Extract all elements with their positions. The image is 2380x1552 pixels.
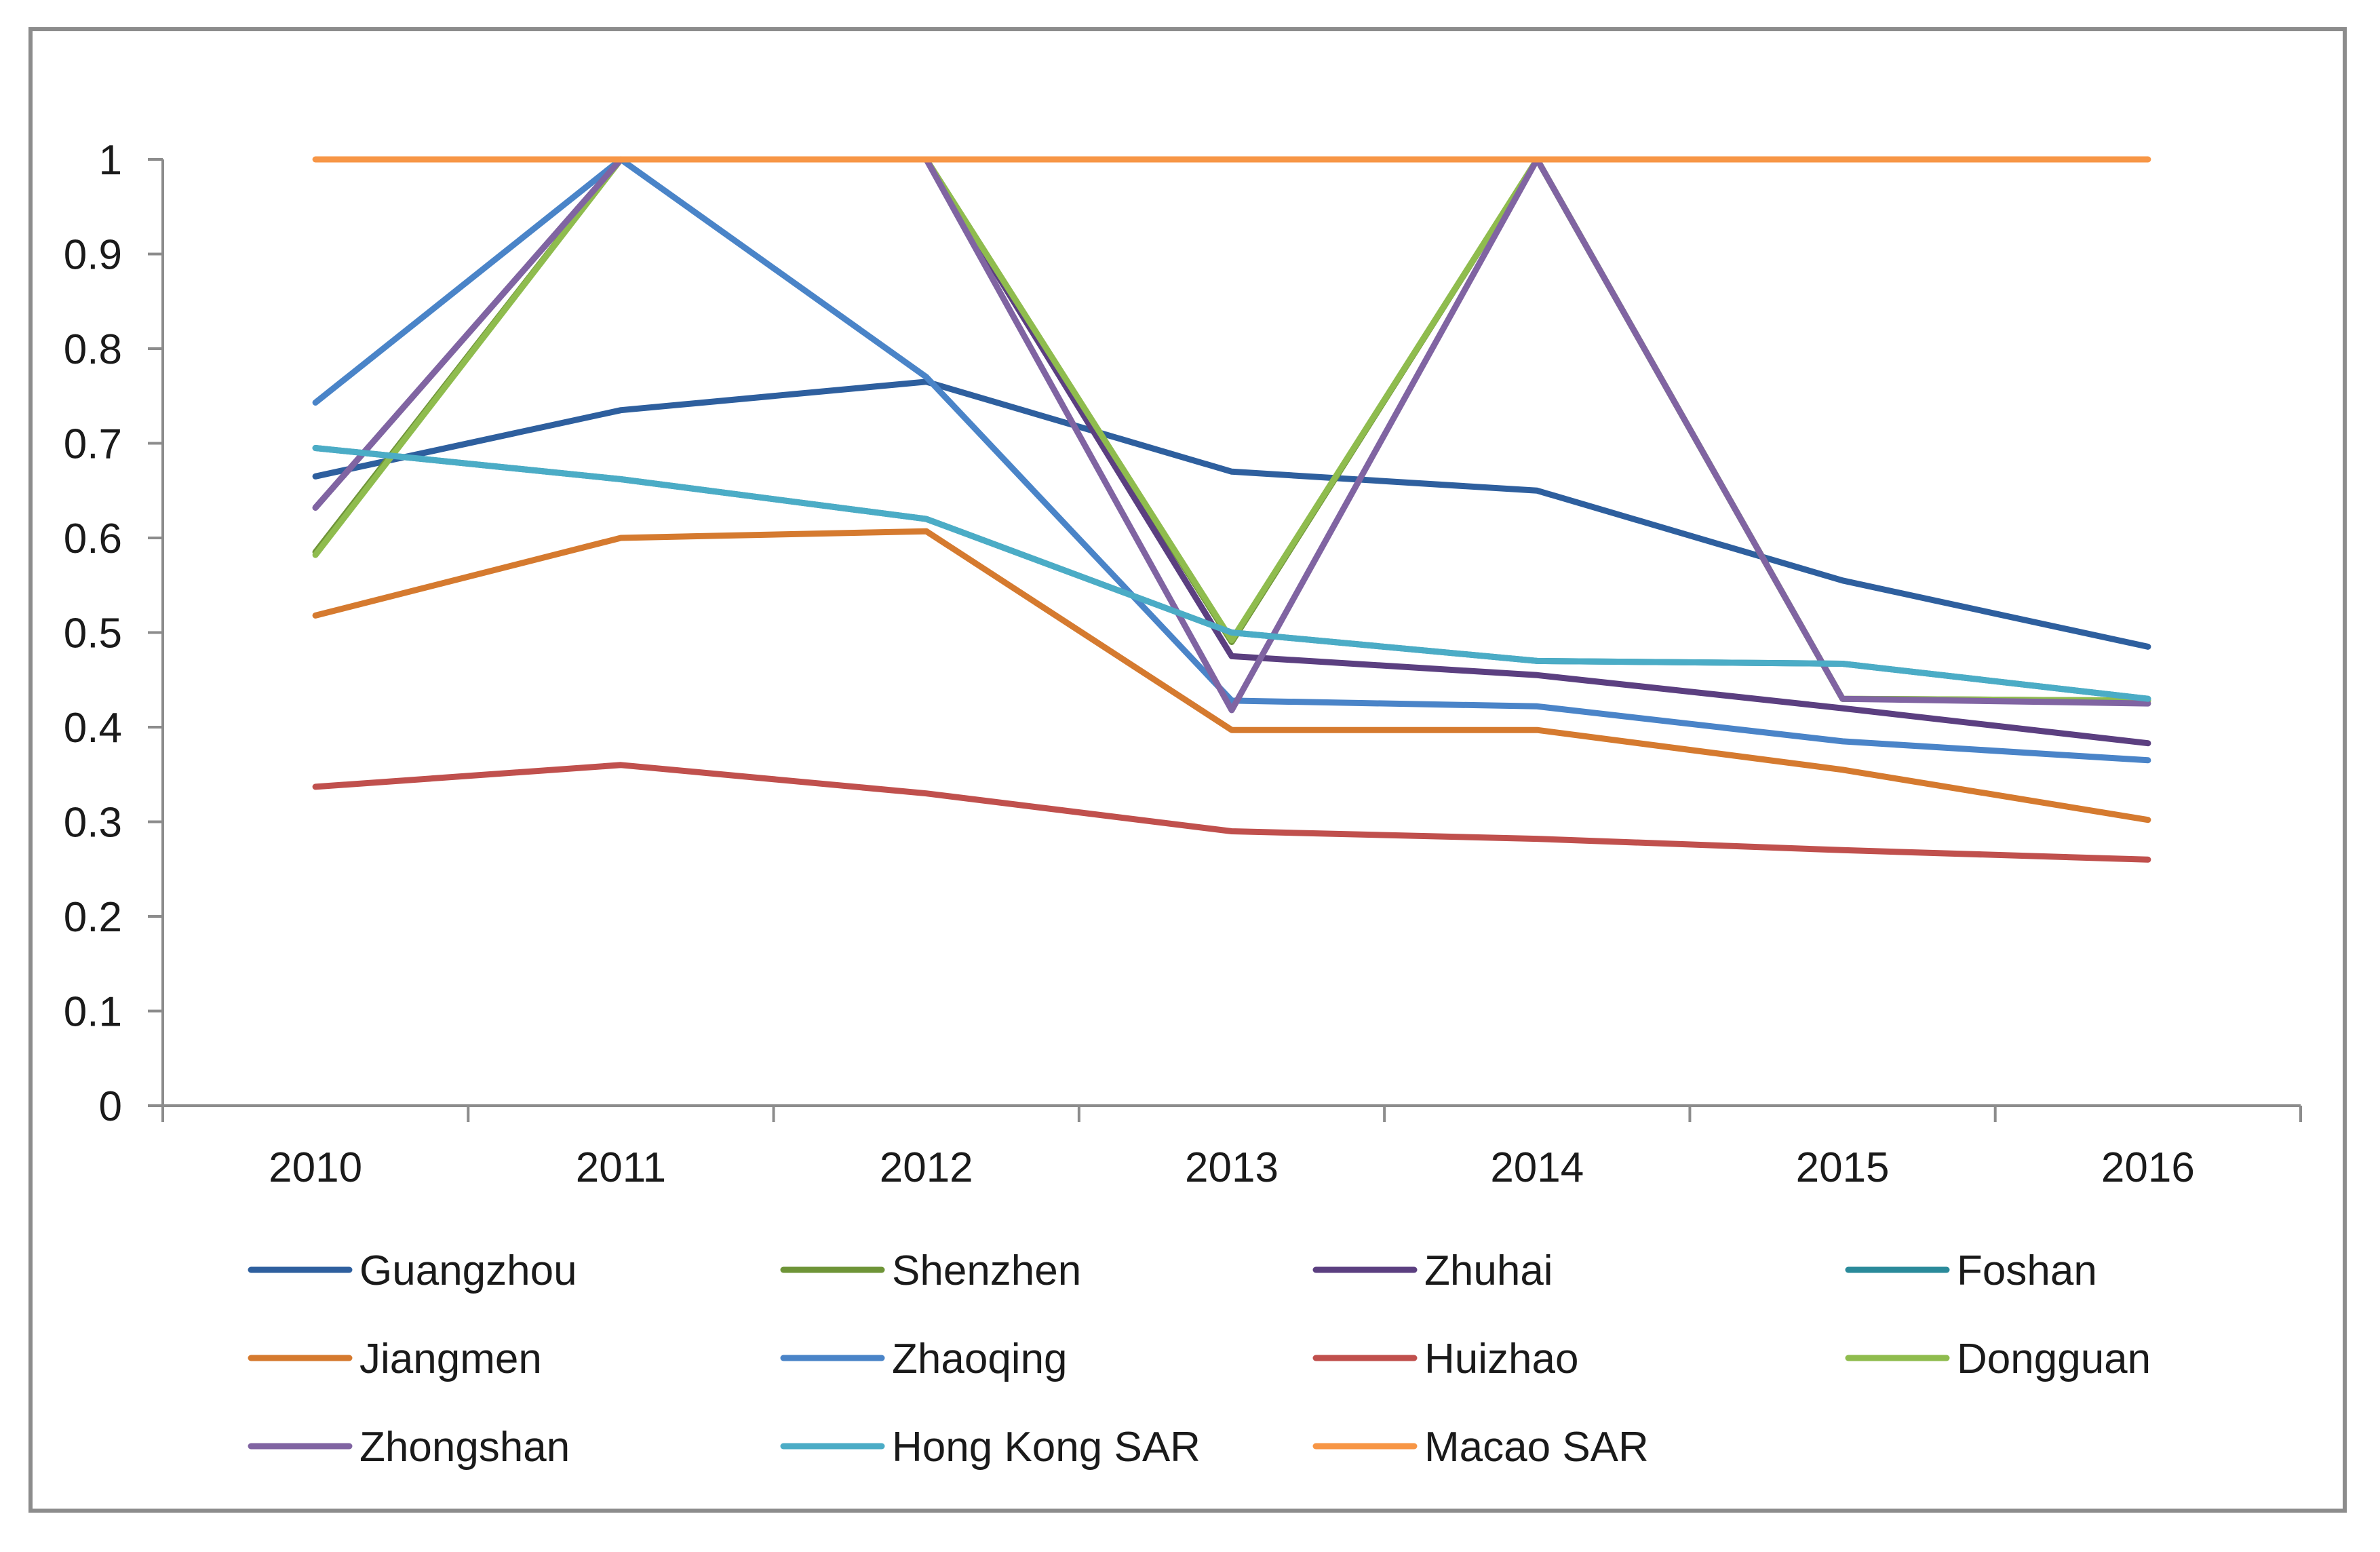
series-line-hong-kong-sar bbox=[312, 445, 2151, 702]
series-line-guangzhou bbox=[312, 379, 2151, 650]
legend-item-jiangmen: Jiangmen bbox=[248, 1336, 542, 1382]
legend-item-huizhao: Huizhao bbox=[1312, 1336, 1578, 1382]
legend-item-dongguan: Dongguan bbox=[1845, 1336, 2151, 1382]
legend-label: Foshan bbox=[1957, 1247, 2097, 1294]
legend-label: Zhongshan bbox=[359, 1424, 570, 1471]
x-tick-label: 2015 bbox=[1796, 1144, 1890, 1191]
series-line-jiangmen bbox=[312, 528, 2151, 823]
x-tick-label: 2016 bbox=[2101, 1144, 2195, 1191]
y-tick-label: 0 bbox=[99, 1083, 122, 1130]
y-tick-label: 0.9 bbox=[64, 232, 122, 279]
series-line-shenzhen bbox=[312, 156, 2151, 704]
legend-label: Macao SAR bbox=[1424, 1424, 1649, 1471]
legend-label: Dongguan bbox=[1957, 1336, 2151, 1382]
y-tick-label: 0.4 bbox=[64, 705, 122, 752]
x-tick-label: 2010 bbox=[269, 1144, 362, 1191]
y-tick-label: 1 bbox=[99, 137, 122, 184]
y-tick-label: 0.8 bbox=[64, 326, 122, 373]
legend-label: Guangzhou bbox=[359, 1247, 577, 1294]
y-tick-label: 0.6 bbox=[64, 516, 122, 562]
series-line-huizhao bbox=[312, 762, 2151, 863]
plot-area bbox=[312, 156, 2151, 863]
legend-item-zhuhai: Zhuhai bbox=[1312, 1247, 1553, 1294]
series-line-dongguan bbox=[312, 156, 2151, 704]
legend-label: Zhuhai bbox=[1424, 1247, 1553, 1294]
legend-item-foshan: Foshan bbox=[1845, 1247, 2097, 1294]
legend-item-zhaoqing: Zhaoqing bbox=[780, 1336, 1068, 1382]
legend: Guangzhou Shenzhen Zhuhai Foshan Jiangmen Zha… bbox=[248, 1247, 2151, 1471]
series-line-foshan bbox=[312, 445, 2151, 702]
legend-item-zhongshan: Zhongshan bbox=[248, 1424, 570, 1471]
x-tick-label: 2012 bbox=[880, 1144, 973, 1191]
legend-label: Shenzhen bbox=[892, 1247, 1081, 1294]
legend-label: Jiangmen bbox=[359, 1336, 542, 1382]
legend-item-guangzhou: Guangzhou bbox=[248, 1247, 577, 1294]
series-line-zhongshan bbox=[312, 156, 2151, 714]
y-tick-label: 0.7 bbox=[64, 421, 122, 468]
legend-label: Zhaoqing bbox=[892, 1336, 1068, 1382]
chart-frame bbox=[28, 27, 2347, 1513]
legend-label: Huizhao bbox=[1424, 1336, 1578, 1382]
x-tick-label: 2013 bbox=[1185, 1144, 1279, 1191]
x-tick-label: 2011 bbox=[576, 1144, 666, 1191]
y-tick-label: 0.1 bbox=[64, 989, 122, 1036]
series-line-zhuhai bbox=[312, 156, 2151, 747]
legend-item-shenzhen: Shenzhen bbox=[780, 1247, 1081, 1294]
y-tick-label: 0.3 bbox=[64, 800, 122, 847]
y-tick-label: 0.2 bbox=[64, 894, 122, 941]
legend-item-hong-kong-sar: Hong Kong SAR bbox=[780, 1424, 1201, 1471]
legend-label: Hong Kong SAR bbox=[892, 1424, 1201, 1471]
x-tick-label: 2014 bbox=[1490, 1144, 1584, 1191]
y-tick-label: 0.5 bbox=[64, 610, 122, 657]
legend-item-macao-sar: Macao SAR bbox=[1312, 1424, 1649, 1471]
axes: 0 0.1 0.2 0.3 0.4 0.5 0.6 0.7 0.8 0.9 1 2010 2011 201… bbox=[64, 137, 2302, 1191]
